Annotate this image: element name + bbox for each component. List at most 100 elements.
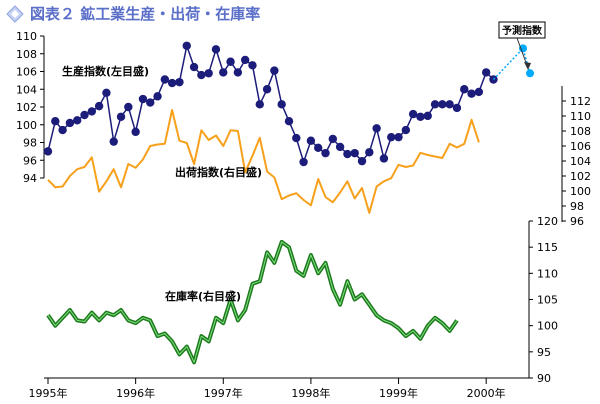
- x-tick-label: 1995年: [29, 386, 68, 400]
- production-point: [452, 103, 462, 113]
- production-point: [299, 157, 308, 167]
- production-point: [73, 116, 82, 125]
- production-point: [175, 77, 184, 87]
- x-axis-ticks: 1995年 1996年 1997年 1998年 1999年 2000年: [29, 378, 506, 400]
- production-point: [80, 110, 89, 120]
- production-point: [401, 125, 411, 135]
- x-tick-label: 2000年: [467, 386, 506, 400]
- forecast-callout-box: [498, 21, 546, 39]
- production-point: [365, 148, 374, 157]
- right-upper-axis-ticks: 96 98 100 102 104 106 108 110 112: [562, 95, 591, 228]
- right-upper-tick-label: 100: [570, 185, 591, 198]
- production-point: [146, 98, 155, 107]
- inventory-line-highlight: [47, 241, 458, 363]
- production-point: [219, 68, 228, 77]
- production-point: [204, 69, 213, 78]
- left-tick-label: 96: [23, 154, 37, 167]
- production-point: [292, 133, 301, 143]
- shipments-line: [47, 109, 480, 214]
- production-point: [43, 147, 53, 156]
- production-point: [314, 143, 323, 153]
- production-point: [430, 100, 440, 109]
- x-tick-label: 1998年: [291, 386, 330, 400]
- right-lower-tick-label: 90: [537, 372, 551, 385]
- production-point: [277, 100, 286, 109]
- production-point: [321, 148, 330, 158]
- left-tick-label: 102: [16, 101, 37, 114]
- production-point: [109, 137, 118, 146]
- right-lower-tick-label: 115: [537, 241, 558, 254]
- left-tick-label: 104: [16, 83, 37, 96]
- production-point: [379, 154, 389, 163]
- production-point: [153, 92, 162, 101]
- production-point: [58, 125, 67, 135]
- production-point: [248, 61, 257, 70]
- series-forecast: [492, 44, 534, 81]
- production-point: [51, 117, 60, 126]
- right-upper-tick-label: 98: [570, 200, 584, 213]
- production-point: [255, 100, 264, 109]
- shipments-series-label: 出荷指数(右目盛): [175, 165, 262, 179]
- production-point: [270, 66, 279, 75]
- x-tick-label: 1997年: [204, 386, 243, 400]
- left-tick-label: 108: [16, 48, 37, 61]
- production-point: [343, 149, 352, 159]
- forecast-label: 予測指数: [502, 24, 543, 37]
- series-inventory: [46, 239, 459, 365]
- production-point: [467, 89, 476, 98]
- production-point: [387, 132, 396, 142]
- right-upper-tick-label: 96: [570, 215, 584, 228]
- left-tick-label: 94: [23, 172, 37, 185]
- production-point: [306, 136, 316, 145]
- production-point: [357, 156, 367, 166]
- production-point: [438, 100, 447, 109]
- production-point: [167, 78, 177, 88]
- production-point: [233, 68, 243, 77]
- right-lower-tick-label: 95: [537, 346, 551, 359]
- x-tick-label: 1996年: [116, 386, 155, 400]
- production-point: [226, 57, 235, 66]
- right-upper-tick-label: 108: [570, 125, 591, 138]
- inventory-series-label: 在庫率(右目盛): [165, 289, 241, 303]
- production-point: [408, 109, 418, 119]
- production-point: [460, 85, 469, 94]
- production-point: [94, 101, 104, 111]
- left-axis-ticks: 94 96 98 100 102 104 106 108 110: [16, 30, 44, 185]
- right-lower-tick-label: 100: [537, 320, 558, 333]
- production-point: [65, 118, 75, 128]
- production-point: [445, 100, 454, 109]
- production-point: [189, 62, 199, 72]
- x-tick-label: 1999年: [379, 386, 418, 400]
- production-series-label: 生産指数(左目盛): [62, 64, 149, 78]
- right-lower-tick-label: 105: [537, 294, 558, 307]
- production-point: [131, 127, 140, 137]
- production-point: [197, 70, 206, 80]
- right-upper-tick-label: 112: [570, 95, 591, 108]
- right-lower-tick-label: 120: [537, 215, 558, 228]
- production-point: [211, 45, 221, 54]
- left-tick-label: 98: [23, 137, 37, 150]
- chart-title: 図表２ 鉱工業生産・出荷・在庫率: [30, 5, 260, 23]
- right-upper-tick-label: 104: [570, 155, 591, 168]
- forecast-line: [492, 46, 531, 81]
- production-point: [394, 132, 403, 142]
- right-upper-tick-label: 110: [570, 110, 591, 123]
- production-point: [372, 124, 381, 133]
- forecast-callout: 予測指数: [498, 21, 546, 70]
- production-point: [416, 112, 425, 121]
- production-point: [102, 88, 111, 98]
- production-point: [182, 41, 191, 50]
- production-point: [87, 107, 97, 116]
- production-point: [116, 112, 126, 121]
- right-upper-tick-label: 102: [570, 170, 591, 183]
- production-point: [350, 148, 359, 158]
- left-tick-label: 100: [16, 119, 37, 132]
- production-point: [240, 55, 250, 65]
- series-shipments: [47, 109, 480, 214]
- production-point: [481, 68, 491, 77]
- right-lower-tick-label: 110: [537, 267, 558, 280]
- production-point: [423, 111, 432, 121]
- production-point: [124, 102, 133, 112]
- series-production: [43, 41, 498, 167]
